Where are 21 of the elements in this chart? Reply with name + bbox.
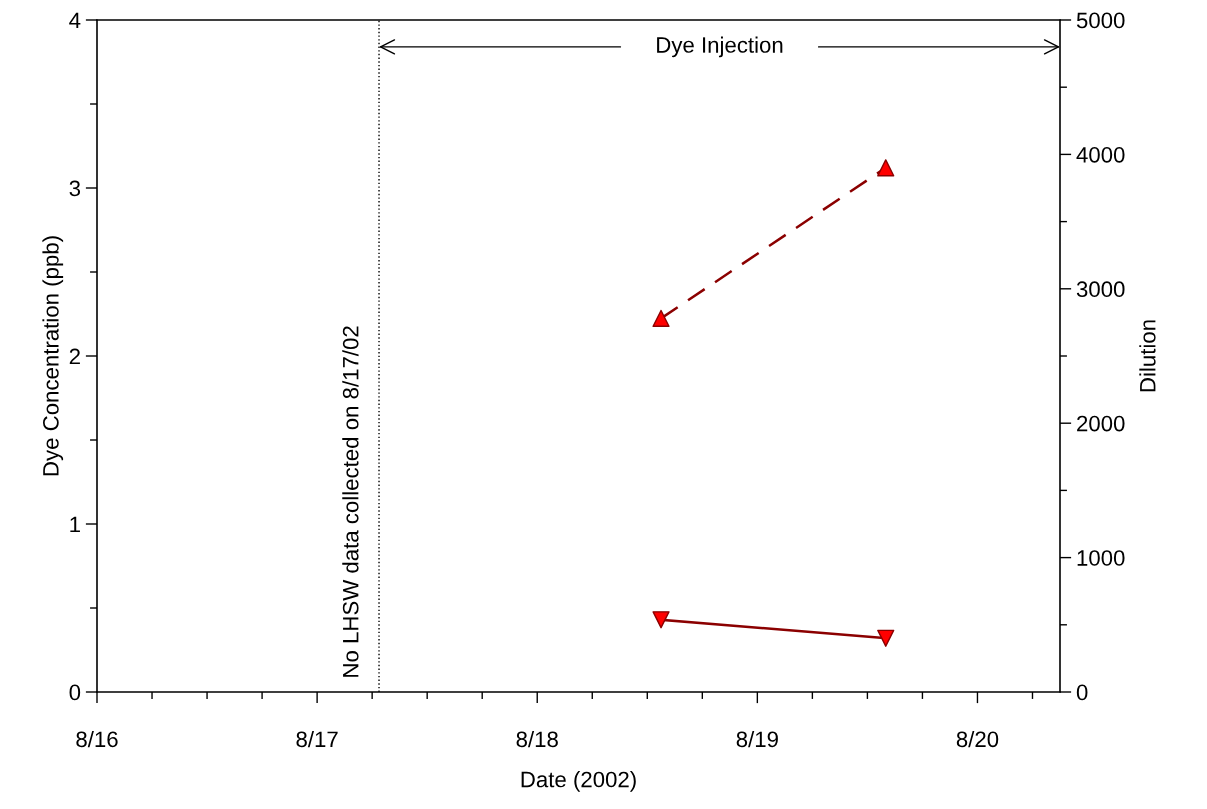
y2-tick-label: 0 <box>1076 684 1088 701</box>
y2-tick-label: 1000 <box>1077 550 1125 566</box>
y-tick-label: 3 <box>69 180 81 197</box>
y-tick-label: 4 <box>69 12 81 29</box>
ref-line-label: No LHSW data collected on 8/17/02 <box>342 326 359 677</box>
x-axis-title: Date (2002) <box>521 771 636 792</box>
y-tick-label: 1 <box>70 516 80 533</box>
y-tick-label: 0 <box>69 684 81 701</box>
x-tick-label: 8/18 <box>516 730 558 748</box>
y2-tick-label: 5000 <box>1076 12 1125 29</box>
y-tick-label: 2 <box>69 348 80 365</box>
y2-tick-label: 2000 <box>1077 415 1125 432</box>
x-tick-label: 8/16 <box>76 730 118 748</box>
x-tick-label: 8/20 <box>956 730 999 748</box>
y2-tick-label: 3000 <box>1076 281 1125 298</box>
y-axis-title: Dye Concentration (ppb) <box>42 236 64 476</box>
y2-tick-label: 4000 <box>1076 146 1125 163</box>
y2-axis-title: Dilution <box>1139 320 1156 392</box>
x-tick-label: 8/17 <box>296 730 338 748</box>
x-tick-label: 8/19 <box>736 730 778 748</box>
annotation: Dye Injection <box>657 36 783 58</box>
